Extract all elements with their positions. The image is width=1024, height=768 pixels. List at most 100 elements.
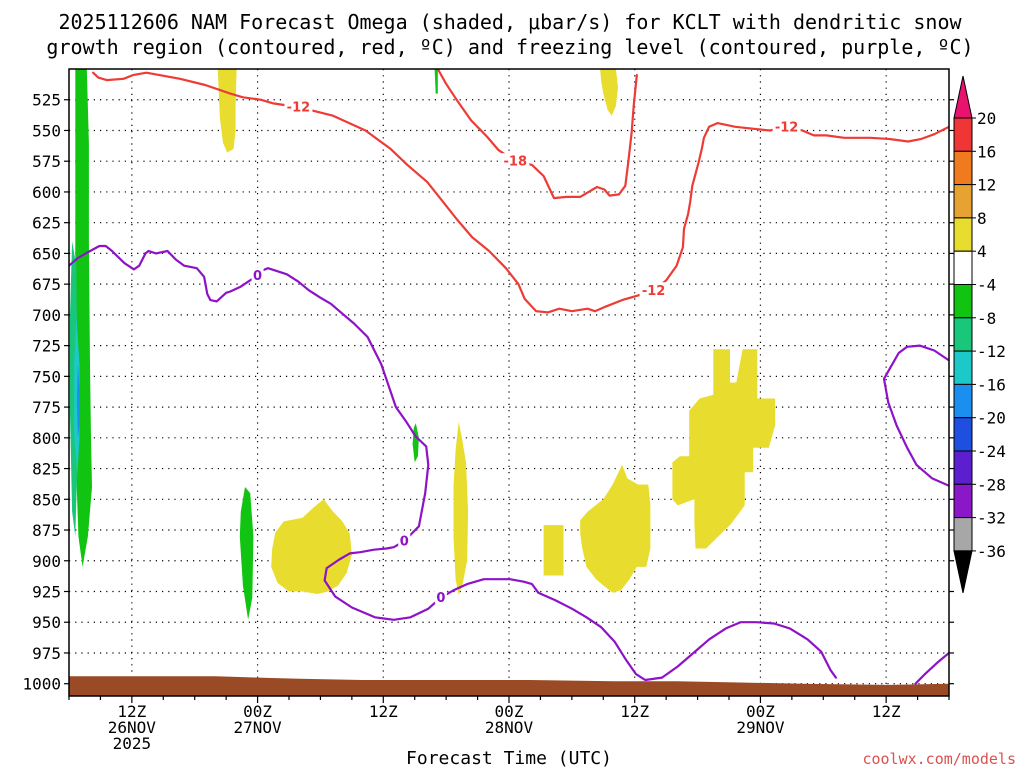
ground-surface (69, 676, 949, 696)
omega-neg-green-00z27 (239, 487, 254, 620)
y-tick-label: 575 (32, 152, 61, 171)
contour-label-bg (284, 99, 313, 114)
y-tick-label: 875 (32, 521, 61, 540)
colorbar-label: 8 (977, 209, 987, 228)
omega-pos-yellow-3 (453, 421, 469, 596)
chart-title-line-2: growth region (contoured, red, ºC) and f… (46, 35, 973, 59)
colorbar-label: 16 (977, 142, 996, 161)
terrain-layer (69, 676, 949, 696)
y-tick-label: 550 (32, 121, 61, 140)
colorbar-bottom-arrow (953, 550, 973, 594)
y-tick-label: 625 (32, 214, 61, 233)
contour-label: 0 (400, 535, 409, 550)
x-tick-label: 12Z (117, 702, 146, 721)
x-tick-label: 28NOV (485, 718, 534, 737)
contour-label-bg (434, 589, 447, 604)
colorbar-swatch (953, 250, 973, 285)
x-axis-label: Forecast Time (UTC) (406, 748, 612, 768)
x-tick-label: 00Z (243, 702, 272, 721)
y-tick-label: 600 (32, 183, 61, 202)
colorbar-label: -20 (977, 409, 1006, 428)
y-tick-label: 975 (32, 644, 61, 663)
dgz-minus18 (436, 69, 638, 200)
colorbar-label: -28 (977, 475, 1006, 494)
omega-pos-yellow-4 (543, 525, 564, 576)
contour-label: -12 (775, 120, 799, 135)
colorbar-swatch (953, 350, 973, 385)
colorbar-label: -24 (977, 442, 1006, 461)
credit-text[interactable]: coolwx.com/models (862, 750, 1016, 768)
contour-lines (69, 69, 949, 685)
omega-pos-yellow-5 (580, 464, 651, 593)
freezing-level-0 (69, 244, 838, 682)
contour-label: 0 (253, 269, 262, 284)
colorbar-top-arrow (953, 75, 973, 119)
x-tick-label: 00Z (746, 702, 775, 721)
y-tick-label: 700 (32, 306, 61, 325)
y-tick-label: 925 (32, 583, 61, 602)
y-tick-label: 850 (32, 490, 61, 509)
y-tick-label: 950 (32, 613, 61, 632)
y-tick-label: 750 (32, 367, 61, 386)
x-tick-label: 26NOV (108, 718, 157, 737)
contour-labels: -12 -18 0 0 0 -12 -12 (251, 99, 801, 606)
colorbar-swatch (953, 483, 973, 519)
freezing-level-0-loop (882, 344, 949, 487)
dgz-top-minus12 (91, 71, 641, 314)
colorbar-label: -16 (977, 375, 1006, 394)
colorbar-label: -36 (977, 542, 1006, 561)
contour-label: 0 (436, 591, 445, 606)
contour-label: -12 (287, 101, 311, 116)
omega-neg-blue-left (76, 364, 80, 438)
y-axis: 525 550 575 600 625 650 675 700 725 750 775 800 825 8… (22, 91, 954, 694)
y-tick-label: 800 (32, 429, 61, 448)
omega-shading (70, 69, 776, 620)
colorbar-label: -12 (977, 342, 1006, 361)
contour-label-bg (772, 118, 801, 133)
y-tick-label: 900 (32, 552, 61, 571)
chart-title-line-1: 2025112606 NAM Forecast Omega (shaded, μ… (58, 10, 962, 34)
colorbar-label: 20 (977, 109, 996, 128)
colorbar-swatch (953, 317, 973, 352)
colorbar-swatch (953, 150, 973, 186)
y-tick-label: 650 (32, 244, 61, 263)
y-tick-label: 525 (32, 91, 61, 110)
x-tick-label: 12Z (369, 702, 398, 721)
colorbar-label: -4 (977, 276, 996, 295)
x-tick-label: 2025 (113, 734, 152, 753)
colorbar-swatch (953, 184, 973, 219)
colorbar-swatch (953, 417, 973, 452)
colorbar-swatch (953, 117, 973, 152)
colorbar-label: -32 (977, 509, 1006, 528)
colorbar-swatch (953, 517, 973, 552)
contour-label-bg (398, 533, 411, 548)
contour-label-bg (501, 153, 530, 168)
freezing-level-0-right (914, 651, 949, 685)
contour-label: -12 (642, 284, 666, 299)
y-tick-label: 725 (32, 337, 61, 356)
omega-pos-yellow-7 (600, 69, 618, 116)
plot-area (69, 69, 949, 696)
omega-neg-green-left (75, 69, 92, 567)
y-tick-label: 775 (32, 398, 61, 417)
colorbar-label: 12 (977, 176, 996, 195)
x-tick-label: 00Z (495, 702, 524, 721)
colorbar-swatch (953, 450, 973, 485)
colorbar-swatch (953, 217, 973, 252)
x-tick-label: 12Z (872, 702, 901, 721)
omega-neg-teal-left (70, 241, 78, 537)
colorbar: 20 16 12 8 4 -4 -8 -12 -16 -20 -24 -28 -32 -36 (953, 75, 1006, 594)
x-tick-label: 29NOV (736, 718, 785, 737)
contour-label-bg (251, 267, 264, 282)
x-tick-label: 12Z (620, 702, 649, 721)
omega-neg-green-top (434, 69, 438, 94)
omega-pos-yellow-6 (672, 349, 776, 549)
y-tick-label: 675 (32, 275, 61, 294)
x-tick-label: 27NOV (233, 718, 282, 737)
y-tick-label: 825 (32, 460, 61, 479)
omega-pos-yellow-2 (271, 499, 352, 594)
dgz-top-minus12-b (637, 121, 949, 297)
colorbar-label: 4 (977, 242, 987, 261)
